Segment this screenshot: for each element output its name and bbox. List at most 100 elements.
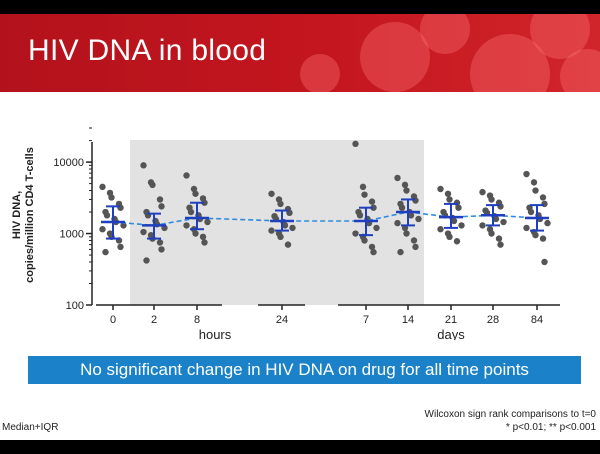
data-point: [370, 248, 377, 256]
data-point: [183, 172, 190, 179]
data-point: [99, 226, 106, 233]
y-axis-label-line1: HIV DNA,: [11, 191, 23, 239]
data-point: [102, 248, 109, 256]
median-iqr-note: Median+IQR: [2, 422, 59, 433]
data-point: [99, 183, 106, 191]
data-point: [199, 233, 207, 241]
x-tick-label: 0: [110, 314, 116, 326]
slide-title: HIV DNA in blood: [28, 34, 267, 67]
data-point: [532, 231, 539, 239]
data-point: [356, 212, 364, 219]
data-point: [140, 228, 147, 236]
data-point: [455, 204, 462, 211]
x-tick-label: 2: [151, 314, 157, 326]
data-point: [277, 233, 284, 241]
shaded-drug-period: [130, 140, 424, 305]
statistics-method: Wilcoxon sign rank comparisons to t=0: [424, 409, 596, 420]
data-point: [532, 187, 539, 194]
data-point: [143, 257, 150, 264]
data-point: [373, 224, 380, 232]
data-point: [495, 235, 503, 242]
data-point: [544, 219, 551, 227]
data-point: [527, 208, 535, 216]
data-point: [394, 174, 401, 182]
data-point: [368, 198, 376, 205]
data-point: [500, 218, 507, 226]
data-point: [156, 239, 164, 246]
data-point: [541, 200, 548, 208]
hiv-dna-chart: 100 1000 10000 HIV DNA, copies/million CD4 T…: [11, 127, 560, 340]
data-point: [201, 239, 208, 246]
data-point: [370, 204, 377, 211]
data-point: [158, 203, 165, 210]
data-point: [103, 212, 111, 219]
slide: HIV DNA in blood 100 1000 10000 HIV DNA, cop…: [0, 14, 600, 440]
data-point: [361, 191, 368, 198]
x-tick-label: 24: [276, 314, 288, 326]
data-point: [437, 185, 444, 193]
y-axis-label-line2: copies/million CD4 T-cells: [24, 147, 36, 283]
data-point: [398, 204, 406, 211]
data-point: [401, 181, 409, 189]
median-trend-line: [112, 211, 538, 227]
data-point: [359, 183, 367, 191]
data-point: [368, 243, 376, 251]
data-point: [192, 190, 199, 197]
data-point: [187, 208, 195, 216]
data-point: [444, 190, 452, 197]
data-point: [149, 181, 156, 189]
data-point: [412, 243, 419, 251]
data-point: [289, 224, 296, 232]
data-point: [268, 227, 275, 234]
data-point: [458, 222, 465, 229]
data-point: [403, 230, 410, 237]
data-point: [352, 140, 359, 148]
conclusion-callout: No significant change in HIV DNA on drug…: [28, 356, 581, 384]
data-point: [541, 258, 548, 266]
data-point: [446, 233, 453, 241]
data-point: [281, 222, 289, 229]
data-point: [192, 230, 199, 237]
data-point: [453, 238, 461, 245]
data-point: [437, 226, 444, 233]
data-point: [158, 246, 165, 253]
data-point: [284, 241, 292, 248]
data-point: [479, 222, 486, 229]
x-tick-label: 7: [363, 314, 369, 326]
data-point: [530, 179, 538, 186]
data-point: [204, 218, 211, 226]
x-tick-label: 84: [531, 314, 543, 326]
data-point: [397, 248, 404, 256]
data-point: [117, 243, 124, 251]
data-point: [415, 215, 422, 223]
data-point: [108, 194, 115, 201]
title-banner: HIV DNA in blood: [0, 14, 600, 92]
statistics-footnote: Wilcoxon sign rank comparisons to t=0 * …: [425, 408, 596, 434]
data-point: [488, 196, 495, 203]
x-tick-label: 21: [445, 314, 457, 326]
x-group-label-hours: hours: [199, 327, 232, 340]
data-point: [361, 237, 368, 244]
data-point: [268, 190, 275, 197]
x-tick-label: 28: [487, 314, 499, 326]
data-point: [183, 222, 190, 229]
data-point: [523, 170, 530, 178]
data-point: [488, 230, 495, 237]
data-point: [539, 235, 547, 242]
data-point: [539, 194, 547, 201]
data-point: [201, 199, 208, 206]
data-point: [492, 215, 500, 223]
y-tick-label: 10000: [53, 157, 84, 169]
data-point: [352, 230, 359, 237]
x-group-label-days: days: [437, 327, 465, 340]
data-point: [523, 224, 530, 232]
y-tick-label: 1000: [60, 229, 84, 241]
significance-legend: * p<0.01; ** p<0.001: [505, 422, 596, 433]
data-point: [479, 188, 486, 196]
x-tick-label: 14: [402, 314, 414, 326]
data-point: [410, 237, 418, 244]
x-tick-label: 8: [194, 314, 200, 326]
data-point: [450, 217, 458, 225]
data-point: [412, 197, 419, 204]
data-point: [140, 162, 147, 169]
